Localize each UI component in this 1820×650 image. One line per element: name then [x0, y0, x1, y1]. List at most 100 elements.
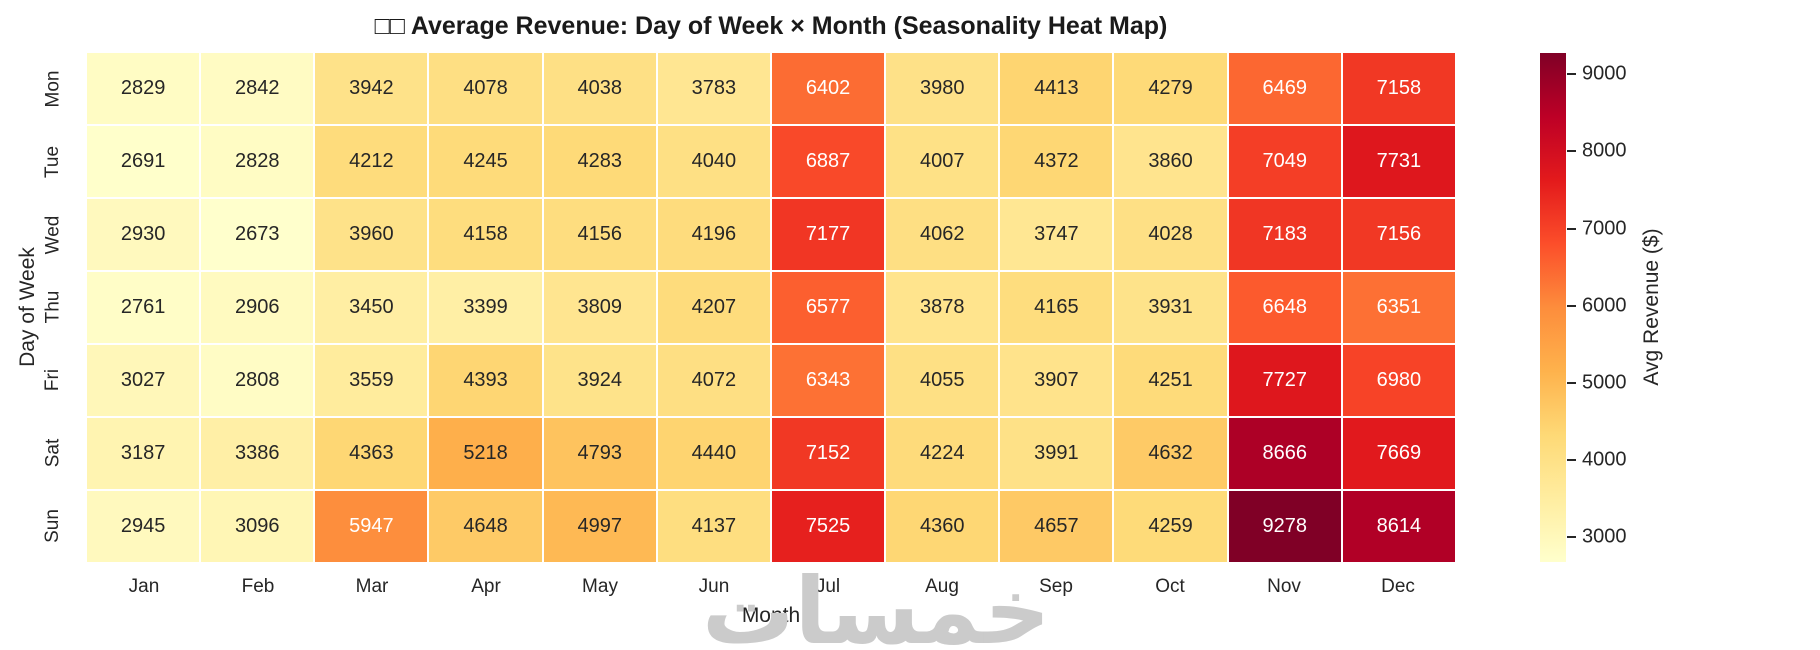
- heatmap-cell: 4245: [429, 126, 542, 197]
- heatmap-cell: 4165: [1000, 272, 1113, 343]
- heatmap-cell: 3187: [87, 418, 200, 489]
- heatmap-cell: 7525: [771, 491, 885, 562]
- heatmap-cell: 7156: [1342, 199, 1455, 270]
- heatmap-cell: 2930: [87, 199, 200, 270]
- heatmap-cell: 4279: [1114, 53, 1227, 124]
- heatmap-cell: 4259: [1114, 491, 1227, 562]
- heatmap-cell: 4158: [429, 199, 542, 270]
- x-tick-label: Jan: [128, 576, 160, 597]
- heatmap-cell: 4156: [543, 199, 656, 270]
- heatmap-cell: 3027: [87, 345, 200, 416]
- heatmap-cell: 6648: [1228, 272, 1341, 343]
- heatmap-cell: 6402: [771, 53, 885, 124]
- heatmap-cell: 4224: [886, 418, 999, 489]
- x-tick-label: Mar: [355, 576, 389, 597]
- colorbar-tick-label: 9000: [1582, 62, 1627, 85]
- heatmap-cell: 3386: [201, 418, 314, 489]
- heatmap-cell: 7669: [1342, 418, 1455, 489]
- heatmap-cell: 3991: [1000, 418, 1113, 489]
- heatmap-cell: 7158: [1342, 53, 1455, 124]
- x-tick-label: Sep: [1039, 576, 1073, 597]
- heatmap-cell: 7152: [771, 418, 885, 489]
- heatmap-cell: 3450: [315, 272, 428, 343]
- x-tick-label: Nov: [1267, 576, 1301, 597]
- heatmap-cell: 6887: [771, 126, 885, 197]
- heatmap-cell: 3783: [657, 53, 770, 124]
- heatmap-cell: 3907: [1000, 345, 1113, 416]
- colorbar-tick-mark: [1567, 458, 1576, 461]
- heatmap-cell: 4137: [657, 491, 770, 562]
- heatmap-cell: 2673: [201, 199, 314, 270]
- heatmap-cell: 4212: [315, 126, 428, 197]
- heatmap-cell: 3980: [886, 53, 999, 124]
- x-tick-label: Jul: [815, 576, 841, 597]
- heatmap-cell: 4793: [543, 418, 656, 489]
- chart-title: □□ Average Revenue: Day of Week × Month …: [374, 12, 1168, 40]
- heatmap-cell: 3931: [1114, 272, 1227, 343]
- heatmap-cell: 2761: [87, 272, 200, 343]
- x-tick-label: Dec: [1381, 576, 1415, 597]
- heatmap-grid: 2829 2842 3942 4078 4038 3783 6402 3980 4413 4279…: [87, 53, 1455, 562]
- heatmap-cell: 4363: [315, 418, 428, 489]
- colorbar-tick-mark: [1567, 227, 1576, 230]
- colorbar-tick-mark: [1567, 304, 1576, 307]
- heatmap-cell: 4283: [543, 126, 656, 197]
- heatmap-cell: 6577: [771, 272, 885, 343]
- heatmap-cell: 2808: [201, 345, 314, 416]
- heatmap-cell: 2829: [87, 53, 200, 124]
- heatmap-cell: 3399: [429, 272, 542, 343]
- x-axis-label: Month: [741, 604, 801, 627]
- x-tick-label: Oct: [1155, 576, 1185, 597]
- heatmap-cell: 2945: [87, 491, 200, 562]
- heatmap-cell: 3747: [1000, 199, 1113, 270]
- y-tick-label: Tue: [42, 146, 64, 179]
- heatmap-cell: 3878: [886, 272, 999, 343]
- x-tick-label: Aug: [925, 576, 959, 597]
- heatmap-cell: 4028: [1114, 199, 1227, 270]
- x-tick-label: Feb: [241, 576, 275, 597]
- heatmap-cell: 4440: [657, 418, 770, 489]
- heatmap-cell: 4657: [1000, 491, 1113, 562]
- colorbar-tick-label: 6000: [1582, 294, 1627, 317]
- heatmap-cell: 4393: [429, 345, 542, 416]
- heatmap-cell: 2906: [201, 272, 314, 343]
- colorbar-label: Avg Revenue ($): [1640, 228, 1663, 386]
- watermark-text: خمسات: [702, 558, 1051, 650]
- heatmap-cell: 6980: [1342, 345, 1455, 416]
- heatmap-cell: 5218: [429, 418, 542, 489]
- x-tick-label: May: [582, 576, 618, 597]
- colorbar-tick-mark: [1567, 535, 1576, 538]
- colorbar-tick-label: 8000: [1582, 139, 1627, 162]
- heatmap-cell: 3809: [543, 272, 656, 343]
- colorbar-tick-mark: [1567, 150, 1576, 153]
- colorbar-tick-label: 3000: [1582, 525, 1627, 548]
- heatmap-cell: 2691: [87, 126, 200, 197]
- heatmap-cell: 3559: [315, 345, 428, 416]
- y-tick-label: Fri: [42, 369, 63, 392]
- x-tick-label: Apr: [471, 576, 501, 597]
- colorbar-gradient: [1540, 53, 1566, 562]
- heatmap-cell: 7727: [1228, 345, 1341, 416]
- heatmap-cell: 7049: [1228, 126, 1341, 197]
- heatmap-cell: 4997: [543, 491, 656, 562]
- heatmap-cell: 4040: [657, 126, 770, 197]
- y-tick-label: Thu: [42, 291, 63, 324]
- y-tick-label: Wed: [42, 215, 64, 255]
- heatmap-cell: 7731: [1342, 126, 1455, 197]
- heatmap-cell: 8666: [1228, 418, 1341, 489]
- heatmap-cell: 4055: [886, 345, 999, 416]
- heatmap-cell: 4207: [657, 272, 770, 343]
- heatmap-cell: 4078: [429, 53, 542, 124]
- heatmap-cell: 4251: [1114, 345, 1227, 416]
- heatmap-cell: 4038: [543, 53, 656, 124]
- colorbar-tick-mark: [1567, 381, 1576, 384]
- heatmap-cell: 4062: [886, 199, 999, 270]
- heatmap-cell: 3942: [315, 53, 428, 124]
- x-tick-label: Jun: [698, 576, 730, 597]
- y-tick-label: Sun: [42, 508, 63, 543]
- heatmap-cell: 2828: [201, 126, 314, 197]
- heatmap-cell: 6469: [1228, 53, 1341, 124]
- heatmap-cell: 4196: [657, 199, 770, 270]
- y-tick-label: Mon: [42, 70, 63, 108]
